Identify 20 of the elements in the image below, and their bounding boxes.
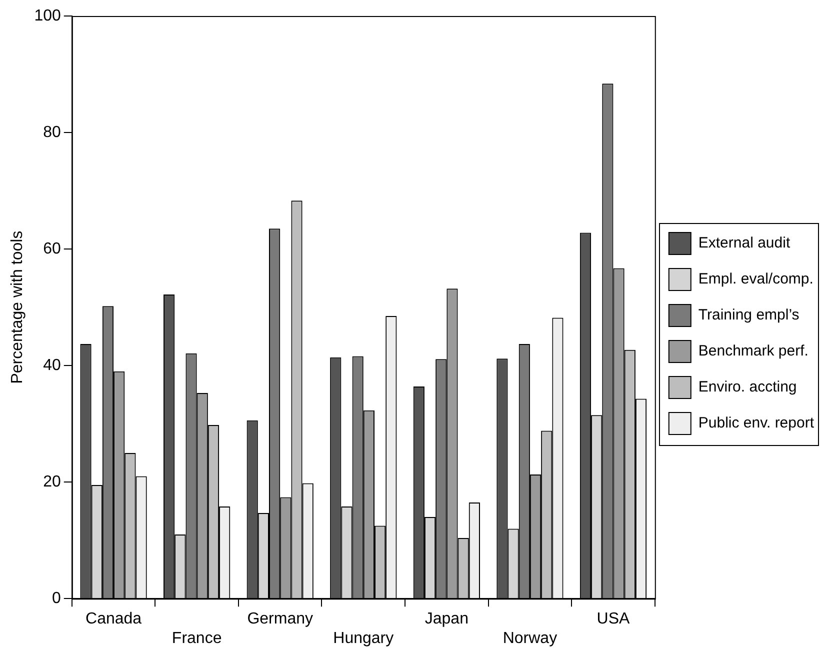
x-tick-label: France bbox=[172, 630, 222, 647]
legend-label: Public env. report bbox=[698, 414, 815, 432]
legend-label: Enviro. accting bbox=[698, 378, 797, 396]
y-tick-label: 80 bbox=[43, 124, 61, 141]
y-axis-title: Percentage with tools bbox=[9, 230, 26, 384]
y-tick-label: 0 bbox=[52, 590, 61, 608]
x-tick-label: Germany bbox=[247, 610, 314, 628]
y-tick-label: 60 bbox=[43, 240, 61, 258]
x-tick-label: USA bbox=[596, 610, 630, 628]
x-tick-label: Japan bbox=[424, 610, 468, 628]
legend-label: External audit bbox=[698, 234, 791, 252]
x-tick-label: Canada bbox=[86, 610, 142, 628]
legend-label: Benchmark perf. bbox=[698, 342, 808, 360]
y-tick-label: 20 bbox=[43, 473, 61, 490]
y-tick-label: 40 bbox=[43, 356, 61, 374]
legend-label: Training empl’s bbox=[698, 306, 800, 324]
y-tick-label: 100 bbox=[34, 7, 61, 24]
x-tick-label: Hungary bbox=[333, 630, 394, 647]
legend-label: Empl. eval/comp. bbox=[698, 270, 814, 288]
x-tick-label: Norway bbox=[502, 630, 558, 647]
